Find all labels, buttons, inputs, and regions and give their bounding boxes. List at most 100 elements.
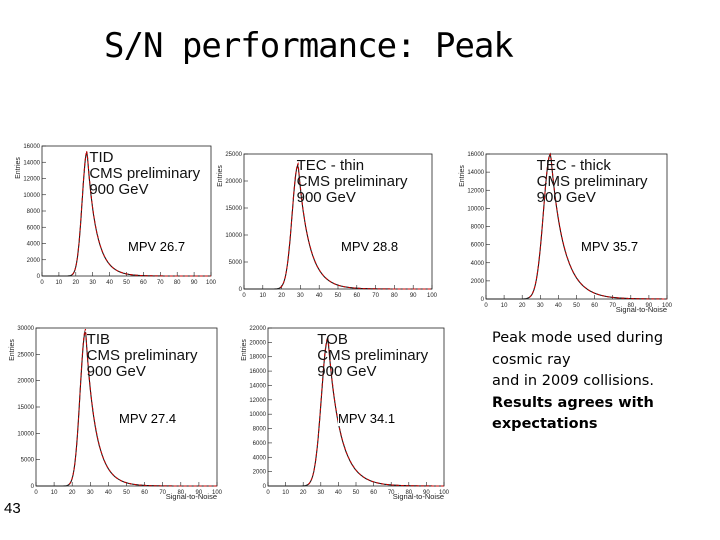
- x-tick-label: 60: [353, 293, 360, 299]
- fit-curve: [528, 152, 667, 300]
- legend-label: CMS preliminary: [87, 347, 198, 364]
- legend-label: 900 GeV: [317, 363, 376, 380]
- x-tick-label: 10: [56, 280, 63, 286]
- x-tick-label: 40: [555, 303, 562, 309]
- x-tick-label: 70: [388, 490, 395, 496]
- x-tick-label: 80: [174, 280, 181, 286]
- x-tick-label: 90: [423, 490, 430, 496]
- legend-label: 900 GeV: [537, 189, 596, 206]
- y-tick-label: 6000: [27, 225, 41, 231]
- x-tick-label: 80: [391, 293, 398, 299]
- y-tick-label: 14000: [23, 160, 40, 166]
- x-tick-label: 80: [405, 490, 412, 496]
- y-tick-label: 14000: [467, 170, 484, 176]
- legend-label: CMS preliminary: [317, 347, 428, 364]
- y-tick-label: 10000: [225, 233, 242, 239]
- y-axis-label: Entries: [459, 165, 466, 187]
- legend-label: TOB: [317, 331, 348, 348]
- x-tick-label: 30: [297, 293, 304, 299]
- legend-label: TEC - thin: [297, 157, 365, 174]
- x-tick-label: 60: [141, 490, 148, 496]
- x-tick-label: 70: [157, 280, 164, 286]
- x-tick-label: 10: [259, 293, 266, 299]
- x-tick-label: 30: [317, 490, 324, 496]
- x-tick-label: 50: [353, 490, 360, 496]
- y-tick-label: 6000: [471, 243, 485, 249]
- histogram-panel-tob: 0 2000 4000 6000 8000 10000 12000 14000 16000 180…: [238, 322, 450, 501]
- plot-frame: [35, 327, 218, 487]
- y-tick-label: 0: [481, 297, 485, 303]
- plot-frame: [485, 153, 668, 300]
- y-axis-label: Entries: [15, 157, 22, 179]
- x-tick-label: 90: [191, 280, 198, 286]
- legend-label: TIB: [87, 331, 110, 348]
- x-tick-label: 100: [212, 490, 223, 496]
- x-tick-label: 0: [242, 293, 246, 299]
- legend-label: 900 GeV: [89, 181, 148, 198]
- histogram-svg: 0 2000 4000 6000 8000 10000 12000 14000 16000 0 10…: [459, 152, 673, 314]
- slide-title: S/N performance: Peak: [104, 26, 514, 66]
- x-tick-label: 20: [278, 293, 285, 299]
- y-tick-label: 8000: [27, 209, 41, 215]
- y-tick-label: 8000: [471, 225, 485, 231]
- x-tick-label: 40: [335, 490, 342, 496]
- legend-label: TEC - thick: [537, 157, 612, 174]
- y-tick-label: 10000: [23, 193, 40, 199]
- y-tick-label: 5000: [21, 458, 35, 464]
- y-tick-label: 4000: [253, 455, 267, 461]
- y-tick-label: 6000: [253, 441, 267, 447]
- x-tick-label: 50: [123, 490, 130, 496]
- y-tick-label: 16000: [467, 152, 484, 158]
- x-tick-label: 30: [87, 490, 94, 496]
- x-tick-label: 60: [591, 303, 598, 309]
- x-tick-label: 100: [662, 303, 673, 309]
- x-tick-label: 100: [427, 293, 438, 299]
- x-tick-label: 0: [484, 303, 488, 309]
- x-tick-label: 20: [300, 490, 307, 496]
- y-tick-label: 15000: [17, 405, 34, 411]
- y-tick-label: 12000: [467, 188, 484, 194]
- y-tick-label: 10000: [249, 412, 266, 418]
- note-line: cosmic ray: [492, 351, 571, 368]
- x-tick-label: 20: [69, 490, 76, 496]
- slide-number: 43: [4, 500, 21, 517]
- note-line: and in 2009 collisions.: [492, 373, 654, 389]
- histogram-panel-tid: 0 2000 4000 6000 8000 10000 12000 14000 16000 0 10…: [12, 140, 217, 290]
- y-tick-label: 10000: [467, 206, 484, 212]
- note-line-bold: expectations: [492, 416, 598, 432]
- y-tick-label: 5000: [229, 260, 243, 266]
- y-tick-label: 30000: [17, 326, 34, 332]
- x-tick-label: 30: [89, 280, 96, 286]
- legend-label: TID: [89, 149, 113, 166]
- x-tick-label: 100: [439, 490, 450, 496]
- y-tick-label: 10000: [17, 431, 34, 437]
- x-tick-label: 90: [646, 303, 653, 309]
- plot-frame: [267, 327, 445, 487]
- x-tick-label: 90: [410, 293, 417, 299]
- x-tick-label: 80: [627, 303, 634, 309]
- y-tick-label: 4000: [27, 242, 41, 248]
- y-tick-label: 16000: [23, 144, 40, 150]
- y-tick-label: 12000: [249, 398, 266, 404]
- histogram-panel-tec-thin: 0 5000 10000 15000 20000 25000 0 10 20 30 40 50 60 70…: [214, 148, 438, 303]
- x-tick-label: 0: [34, 490, 38, 496]
- mpv-label-tib: MPV 27.4: [119, 411, 177, 426]
- x-tick-label: 60: [370, 490, 377, 496]
- note-line: Peak mode used during: [492, 330, 664, 346]
- histogram-svg: 0 2000 4000 6000 8000 10000 12000 14000 16000 180…: [241, 326, 450, 501]
- histogram-panel-tib: 0 5000 10000 15000 20000 25000 30000 0 10 20 30 40 5…: [6, 322, 223, 501]
- x-tick-label: 0: [40, 280, 44, 286]
- note-line-bold: Results agrees with: [492, 394, 654, 411]
- y-axis-label: Entries: [9, 339, 16, 361]
- x-tick-label: 90: [196, 490, 203, 496]
- x-tick-label: 100: [206, 280, 217, 286]
- x-tick-label: 70: [372, 293, 379, 299]
- y-tick-label: 4000: [471, 261, 485, 267]
- y-tick-label: 8000: [253, 427, 267, 433]
- plot-frame: [243, 153, 433, 290]
- y-tick-label: 2000: [27, 258, 41, 264]
- x-tick-label: 10: [282, 490, 289, 496]
- x-tick-label: 70: [609, 303, 616, 309]
- fit-curve: [307, 337, 444, 487]
- histogram-svg: 0 5000 10000 15000 20000 25000 30000 0 10 20 30 40 5…: [9, 326, 223, 501]
